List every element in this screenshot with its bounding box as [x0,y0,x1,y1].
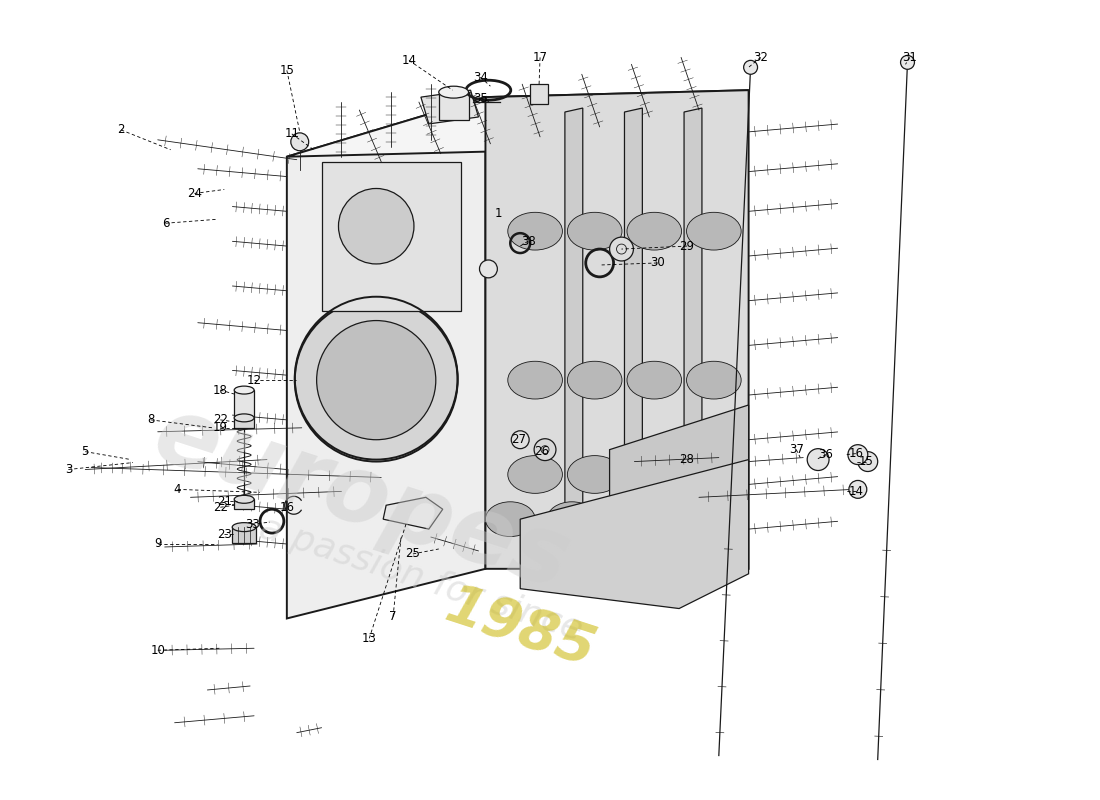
Text: 11: 11 [284,127,299,140]
Text: 9: 9 [154,538,162,550]
Text: 35: 35 [473,92,488,105]
Circle shape [744,60,758,74]
Ellipse shape [686,212,741,250]
Text: 15: 15 [858,455,873,468]
Text: 16: 16 [848,447,864,460]
Circle shape [480,260,497,278]
Text: 15: 15 [279,64,295,77]
Text: 18: 18 [213,383,228,397]
Circle shape [848,445,868,465]
Ellipse shape [508,456,562,494]
Ellipse shape [627,362,682,399]
Ellipse shape [234,414,254,422]
Ellipse shape [568,362,622,399]
Circle shape [290,133,309,150]
Ellipse shape [568,456,622,494]
Circle shape [535,438,556,461]
Text: europes: europes [142,389,581,610]
Circle shape [295,298,458,462]
Polygon shape [383,498,442,529]
Text: 26: 26 [535,445,550,458]
Polygon shape [287,90,749,157]
Circle shape [317,321,436,440]
Text: 31: 31 [902,51,917,64]
Circle shape [512,430,529,449]
Text: 23: 23 [217,527,232,541]
Ellipse shape [686,362,741,399]
Text: 33: 33 [244,518,260,530]
Circle shape [858,452,878,471]
Circle shape [849,481,867,498]
Ellipse shape [627,212,682,250]
Circle shape [609,237,634,261]
Text: 27: 27 [510,434,526,446]
Text: 30: 30 [650,257,664,270]
Text: 25: 25 [406,547,420,561]
Text: 16: 16 [279,501,295,514]
Text: 5: 5 [81,445,89,458]
Ellipse shape [232,522,256,531]
Text: 4: 4 [174,483,182,496]
Text: 34: 34 [473,70,488,84]
Bar [530,84,548,104]
FancyBboxPatch shape [232,527,256,543]
Text: 10: 10 [151,644,165,657]
Ellipse shape [508,212,562,250]
Text: 2: 2 [118,123,124,136]
Ellipse shape [608,502,658,537]
Text: 1: 1 [495,207,502,220]
Polygon shape [520,459,749,609]
Ellipse shape [686,456,741,494]
Polygon shape [421,90,478,124]
Polygon shape [321,162,461,310]
Bar [234,499,254,510]
Polygon shape [625,108,642,559]
Polygon shape [609,405,749,537]
Ellipse shape [439,86,469,98]
Text: 22: 22 [212,414,228,426]
Text: 14: 14 [848,485,864,498]
Ellipse shape [508,362,562,399]
Text: 6: 6 [162,217,169,230]
Text: 14: 14 [402,54,417,67]
Text: a passion for since: a passion for since [255,510,587,647]
Circle shape [339,189,414,264]
Ellipse shape [234,386,254,394]
Text: 13: 13 [362,632,376,645]
Ellipse shape [670,502,719,537]
Text: 37: 37 [789,443,804,456]
Text: 7: 7 [389,610,397,623]
Ellipse shape [234,495,254,503]
Text: 1985: 1985 [439,579,602,678]
Ellipse shape [485,502,535,537]
Text: 32: 32 [754,51,768,64]
Text: 8: 8 [147,414,154,426]
Circle shape [901,55,914,70]
Ellipse shape [627,456,682,494]
Polygon shape [287,97,485,618]
Text: 22: 22 [212,501,228,514]
Polygon shape [684,108,702,559]
Bar [234,390,254,418]
Bar [234,418,254,428]
Text: 21: 21 [217,494,232,508]
Text: 29: 29 [680,239,694,253]
Text: 3: 3 [65,463,73,476]
Text: 12: 12 [246,374,262,386]
Text: 38: 38 [520,234,536,248]
Circle shape [807,449,829,470]
Ellipse shape [547,502,596,537]
Text: 19: 19 [212,422,228,434]
Text: 17: 17 [532,51,548,64]
Text: 28: 28 [680,453,694,466]
Bar [439,92,469,120]
Ellipse shape [568,212,622,250]
Polygon shape [565,108,583,559]
Polygon shape [485,90,749,569]
Text: 24: 24 [187,187,202,200]
Text: 36: 36 [818,448,834,461]
